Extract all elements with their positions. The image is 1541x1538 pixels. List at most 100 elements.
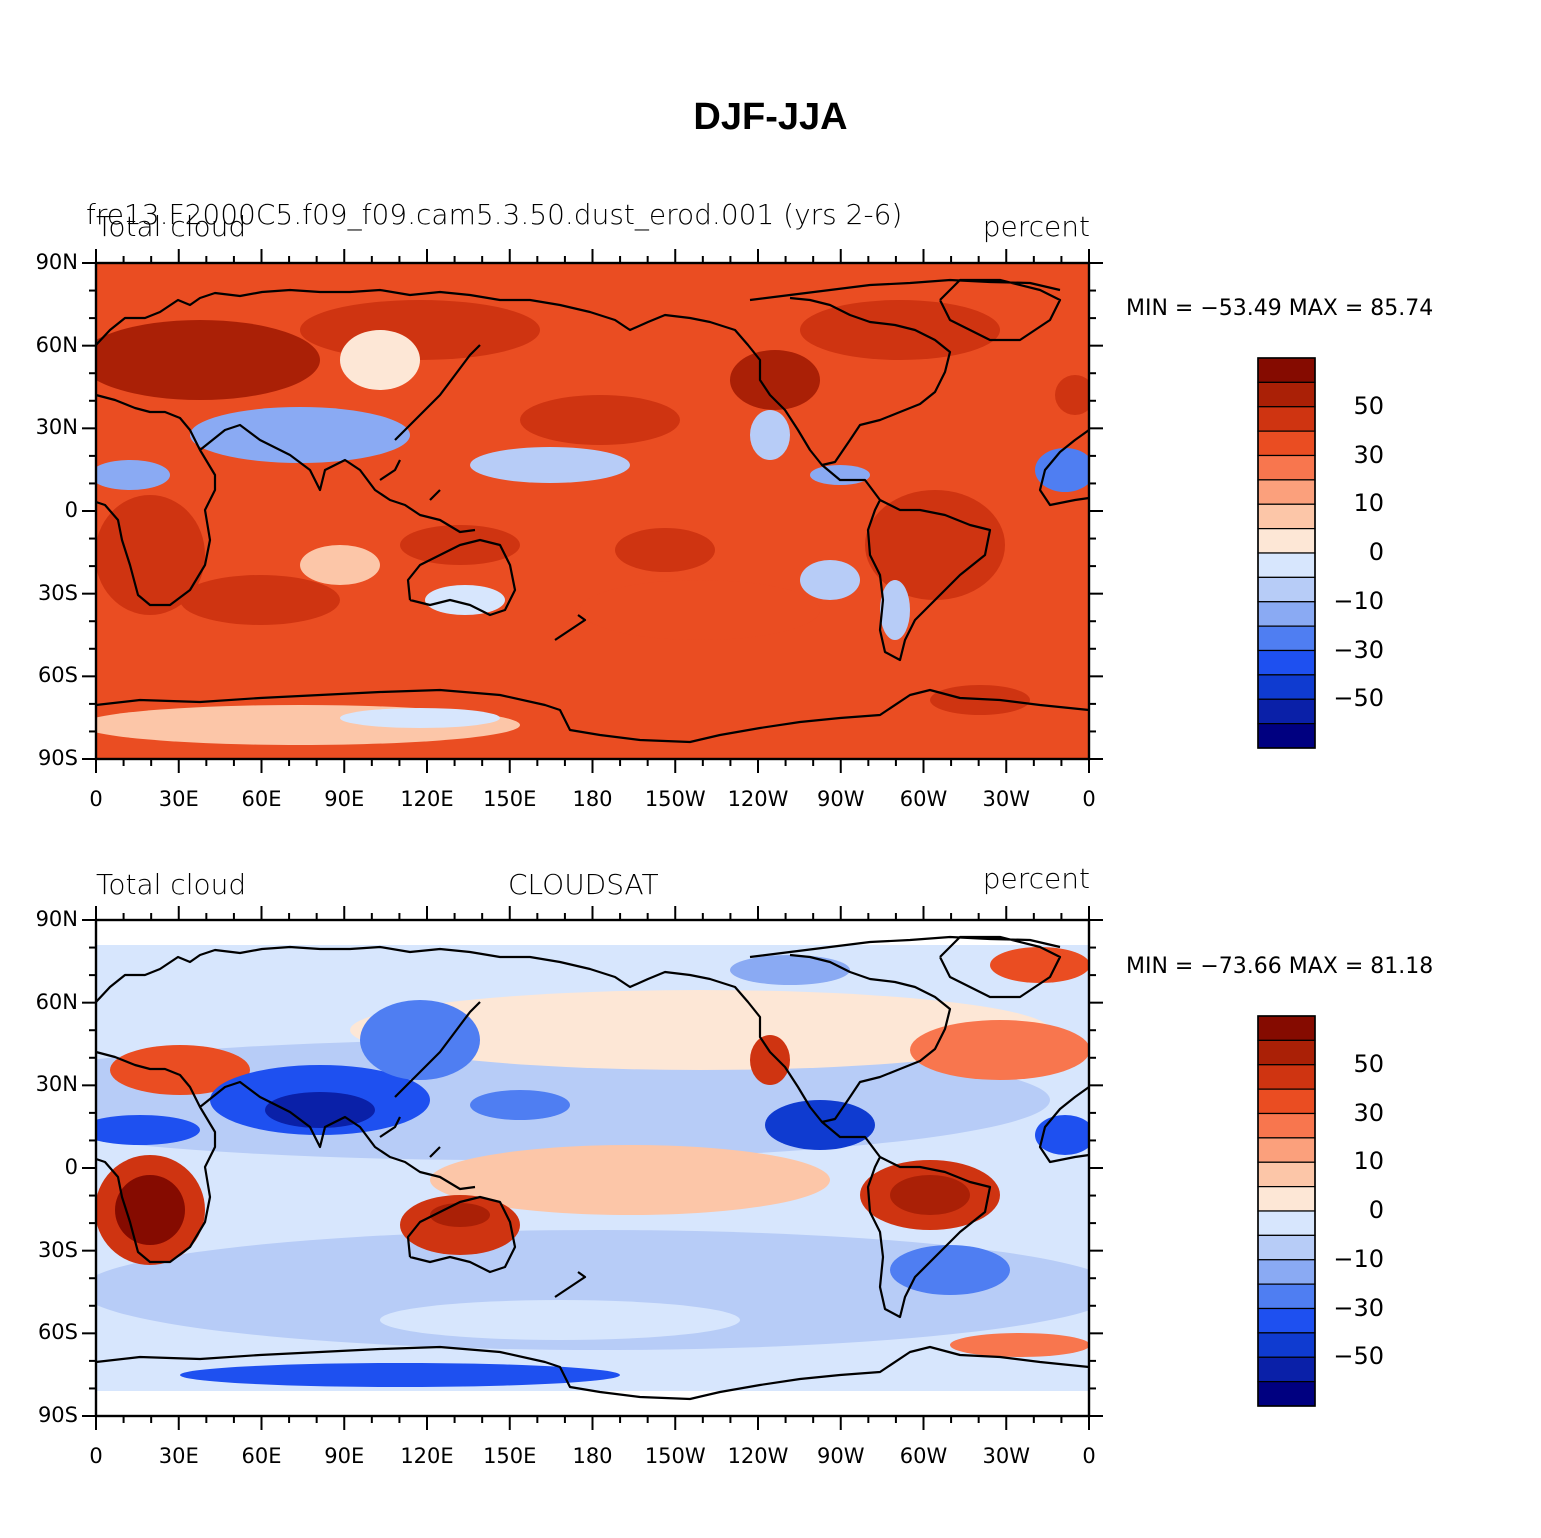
contour-region xyxy=(730,955,850,985)
lon-label: 60E xyxy=(241,787,282,811)
contour-region xyxy=(110,1045,250,1095)
colorbar-label: −30 xyxy=(1333,1293,1384,1322)
colorbar-label: 50 xyxy=(1353,391,1384,420)
lat-label: 30S xyxy=(37,580,78,605)
contour-region xyxy=(96,495,205,615)
lon-label: 180 xyxy=(572,787,613,811)
colorbar-label: 0 xyxy=(1368,1196,1384,1224)
lon-label: 0 xyxy=(89,787,103,811)
contour-region xyxy=(425,585,505,615)
contour-region xyxy=(96,1115,200,1145)
contour-region xyxy=(350,990,1050,1070)
contour-region xyxy=(800,560,860,600)
lat-label: 90S xyxy=(37,1403,78,1427)
lon-label: 150E xyxy=(483,787,537,811)
lat-label: 30N xyxy=(35,415,78,440)
colorbar-segment xyxy=(1257,649,1316,676)
contour-region xyxy=(340,708,500,728)
contour-region xyxy=(730,350,820,410)
contour-region xyxy=(1035,448,1089,492)
contour-region xyxy=(470,447,630,483)
contour-region xyxy=(360,1000,480,1080)
colorbar-label: −10 xyxy=(1333,586,1384,615)
contour-region xyxy=(340,330,420,390)
contour-region xyxy=(300,545,380,585)
lon-label: 60W xyxy=(899,787,948,811)
contour-region xyxy=(890,1245,1010,1295)
contour-region xyxy=(300,300,540,360)
panel-1-minmax: MIN = −53.49 MAX = 85.74 xyxy=(1126,296,1434,321)
lat-label: 0 xyxy=(64,498,78,522)
colorbar-segment xyxy=(1257,1015,1316,1041)
panel-1-units: percent xyxy=(982,210,1090,243)
panel-1-center-title: fre13.F2000C5.f09_f09.cam5.3.50.dust_ero… xyxy=(86,198,903,231)
lon-label: 120W xyxy=(727,787,789,811)
contour-field xyxy=(96,263,1089,759)
contour-region xyxy=(1055,375,1089,415)
colorbar-label: 30 xyxy=(1353,1098,1384,1127)
panel-model xyxy=(82,249,1316,773)
colorbar-label: 0 xyxy=(1368,538,1384,566)
lon-label: 30W xyxy=(982,1444,1031,1468)
lon-label: 30E xyxy=(158,787,199,811)
colorbar-label: 10 xyxy=(1353,1147,1384,1176)
lon-label: 150W xyxy=(644,1444,706,1468)
colorbar-segment xyxy=(1257,406,1316,432)
colorbar-label: −50 xyxy=(1333,1342,1384,1371)
contour-region xyxy=(180,575,340,625)
lon-label: 0 xyxy=(1082,787,1096,811)
contour-region xyxy=(430,1145,830,1215)
lat-label: 30N xyxy=(35,1072,78,1097)
lat-label: 90N xyxy=(35,907,78,931)
lon-label: 90E xyxy=(324,1444,365,1468)
contour-region xyxy=(265,1092,375,1128)
contour-region xyxy=(430,1203,490,1227)
panel-2-units: percent xyxy=(982,862,1090,895)
contour-region xyxy=(990,947,1089,983)
lon-label: 90W xyxy=(817,1444,865,1468)
colorbar-label: −30 xyxy=(1333,635,1384,664)
lat-label: 90N xyxy=(35,250,78,274)
lon-label: 60E xyxy=(241,1444,282,1468)
contour-region xyxy=(765,1100,875,1150)
colorbar-segment xyxy=(1257,479,1316,505)
contour-region xyxy=(190,407,410,463)
contour-region xyxy=(1035,1115,1089,1155)
contour-region xyxy=(380,1300,740,1340)
panel-1-left-title: Total cloud xyxy=(96,210,247,243)
panel-cloudsat xyxy=(82,906,1316,1430)
contour-region xyxy=(96,1230,1089,1350)
contour-region xyxy=(96,460,170,490)
contour-region xyxy=(865,490,1005,600)
lon-label: 180 xyxy=(572,1444,613,1468)
contour-region xyxy=(750,410,790,460)
colorbar-label: 30 xyxy=(1353,440,1384,469)
lat-label: 0 xyxy=(64,1155,78,1179)
colorbar-segment xyxy=(1257,1283,1316,1310)
colorbar-frame xyxy=(1257,1015,1316,1407)
lon-label: 120E xyxy=(400,787,454,811)
colorbar-label: 10 xyxy=(1353,489,1384,518)
contour-region xyxy=(96,320,320,400)
contour-region xyxy=(180,1363,620,1387)
lon-label: 120W xyxy=(727,1444,789,1468)
lon-label: 0 xyxy=(1082,1444,1096,1468)
lon-label: 30W xyxy=(982,787,1031,811)
panel-2-center-title: CLOUDSAT xyxy=(508,868,659,901)
lat-label: 60S xyxy=(37,1320,78,1345)
contour-region xyxy=(910,1020,1089,1080)
contour-region xyxy=(950,1333,1089,1357)
contour-region xyxy=(890,1175,970,1215)
contour-region xyxy=(810,465,870,485)
lon-label: 60W xyxy=(899,1444,948,1468)
contour-region xyxy=(750,1035,790,1085)
colorbar-segment xyxy=(1257,1381,1316,1407)
colorbar-segment xyxy=(1257,1088,1316,1115)
lon-label: 150E xyxy=(483,1444,537,1468)
colorbar-label: −50 xyxy=(1333,684,1384,713)
contour-field xyxy=(96,945,1089,1391)
panel-2-left-title: Total cloud xyxy=(96,868,247,901)
contour-region xyxy=(615,528,715,572)
lon-label: 0 xyxy=(89,1444,103,1468)
